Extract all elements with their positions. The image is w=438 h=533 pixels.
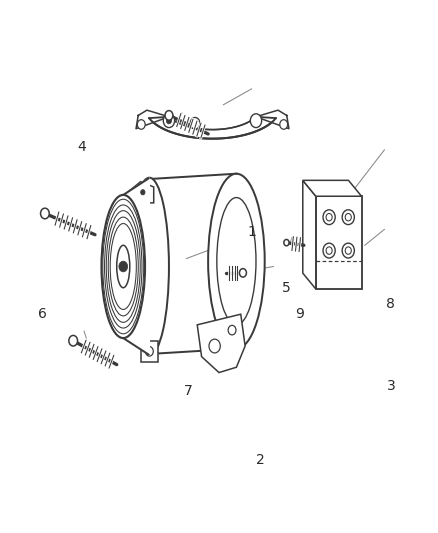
Circle shape [119, 261, 127, 272]
Circle shape [323, 210, 335, 224]
Circle shape [284, 239, 289, 246]
Circle shape [41, 208, 49, 219]
Ellipse shape [102, 195, 145, 338]
Circle shape [166, 117, 172, 124]
Circle shape [138, 187, 147, 198]
Circle shape [251, 114, 261, 127]
Text: 5: 5 [282, 281, 291, 295]
Ellipse shape [208, 174, 265, 349]
Circle shape [138, 120, 145, 129]
Text: 8: 8 [386, 297, 396, 311]
Ellipse shape [130, 177, 169, 356]
Circle shape [141, 190, 145, 195]
Ellipse shape [117, 245, 130, 288]
Ellipse shape [105, 205, 142, 328]
Circle shape [323, 243, 335, 258]
Polygon shape [197, 314, 245, 373]
Text: 6: 6 [38, 307, 47, 321]
Circle shape [228, 325, 236, 335]
Circle shape [190, 117, 200, 129]
Polygon shape [141, 341, 158, 362]
Ellipse shape [217, 198, 256, 325]
Circle shape [342, 210, 354, 224]
Polygon shape [149, 174, 237, 178]
Text: 3: 3 [387, 379, 395, 393]
Circle shape [163, 114, 175, 127]
Polygon shape [149, 117, 276, 139]
Polygon shape [149, 349, 237, 355]
Text: 7: 7 [184, 384, 193, 398]
Circle shape [165, 111, 173, 120]
Circle shape [345, 247, 351, 254]
Circle shape [326, 214, 332, 221]
Circle shape [280, 120, 288, 129]
Text: 1: 1 [247, 225, 256, 239]
Circle shape [209, 339, 220, 353]
Polygon shape [256, 110, 289, 128]
Ellipse shape [110, 223, 136, 310]
Polygon shape [127, 182, 154, 203]
Polygon shape [303, 180, 316, 289]
Circle shape [342, 243, 354, 258]
Circle shape [69, 335, 78, 346]
Text: 4: 4 [78, 140, 86, 154]
Bar [316, 196, 361, 289]
Circle shape [240, 269, 247, 277]
Circle shape [326, 247, 332, 254]
Ellipse shape [106, 211, 140, 322]
Polygon shape [303, 180, 361, 196]
Text: 2: 2 [256, 453, 265, 467]
Circle shape [145, 346, 153, 356]
Text: 9: 9 [295, 307, 304, 321]
Ellipse shape [103, 199, 144, 334]
Polygon shape [136, 110, 169, 128]
Ellipse shape [108, 217, 138, 316]
Circle shape [345, 214, 351, 221]
Polygon shape [123, 178, 149, 355]
